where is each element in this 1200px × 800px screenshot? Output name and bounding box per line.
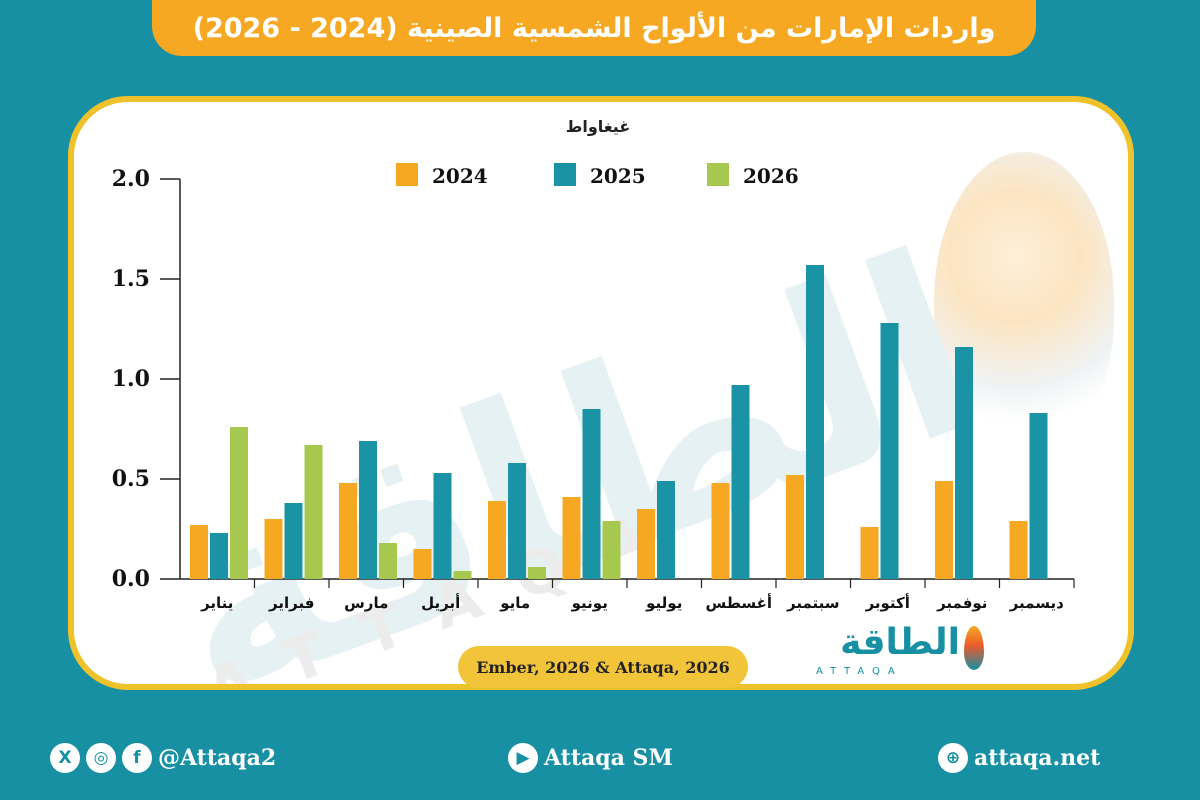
footer-social: X ◎ f @Attaqa2	[50, 738, 276, 778]
bar-2024	[413, 549, 432, 579]
bar-2025	[880, 323, 899, 579]
legend-label-2026: 2026	[743, 164, 799, 188]
bar-2026	[453, 571, 472, 579]
y-tick-label: 1.5	[112, 266, 150, 292]
social-handle[interactable]: @Attaqa2	[158, 745, 277, 771]
legend-swatch-2026	[707, 163, 729, 186]
bar-2026	[304, 445, 323, 579]
bar-2025	[210, 533, 228, 579]
y-tick-label: 2.0	[112, 166, 150, 192]
x-tick-label: مارس	[344, 594, 388, 612]
globe-icon[interactable]: ⊕	[938, 743, 968, 773]
logo-arabic: الطاقة	[840, 622, 960, 663]
x-tick-label: أكتوبر	[865, 593, 910, 612]
chart-title: واردات الإمارات من الألواح الشمسية الصين…	[192, 12, 996, 44]
x-tick-label: يناير	[200, 594, 233, 612]
bar-2024	[488, 501, 506, 579]
x-tick-label: نوفمبر	[936, 594, 987, 612]
bar-2025	[582, 409, 601, 579]
logo-drop-icon	[964, 626, 984, 670]
youtube-channel[interactable]: Attaqa SM	[544, 745, 673, 771]
bar-2024	[637, 509, 655, 579]
x-tick-label: أغسطس	[706, 593, 772, 612]
bar-2025	[508, 463, 526, 579]
x-tick-label: سبتمبر	[786, 594, 840, 612]
y-axis-unit: غيغاواط	[566, 117, 631, 136]
bar-2024	[562, 497, 581, 579]
facebook-icon[interactable]: f	[122, 743, 152, 773]
bar-2024	[264, 519, 283, 579]
bar-2024	[711, 483, 730, 579]
title-banner: واردات الإمارات من الألواح الشمسية الصين…	[152, 0, 1036, 56]
bar-2025	[806, 265, 824, 579]
bar-2024	[935, 481, 953, 579]
x-tick-label: ديسمبر	[1009, 594, 1064, 612]
attaqa-logo: الطاقة ATTAQA	[808, 622, 988, 684]
x-tick-label: مايو	[499, 594, 530, 612]
bar-2025	[955, 347, 973, 579]
legend-swatch-2025	[554, 163, 576, 186]
bar-2026	[602, 521, 621, 579]
bar-2025	[1029, 413, 1048, 579]
footer-youtube: ▶ Attaqa SM	[508, 738, 673, 778]
y-tick-label: 0.0	[112, 566, 150, 592]
bar-2024	[860, 527, 879, 579]
bar-2024	[786, 475, 804, 579]
bar-2026	[528, 567, 546, 579]
instagram-icon[interactable]: ◎	[86, 743, 116, 773]
youtube-icon[interactable]: ▶	[508, 743, 538, 773]
bar-2024	[190, 525, 208, 579]
bar-2025	[657, 481, 675, 579]
bar-2024	[339, 483, 357, 579]
y-tick-label: 1.0	[112, 366, 150, 392]
x-tick-label: فبراير	[268, 594, 314, 612]
bar-2024	[1009, 521, 1028, 579]
legend-swatch-2024	[396, 163, 418, 186]
x-tick-label: يونيو	[571, 594, 608, 612]
legend-label-2024: 2024	[432, 164, 488, 188]
bar-2026	[379, 543, 397, 579]
website-link[interactable]: attaqa.net	[974, 745, 1101, 771]
source-label: Ember, 2026 & Attaqa, 2026	[458, 646, 748, 688]
x-tick-label: أبريل	[421, 593, 460, 612]
bar-2025	[731, 385, 750, 579]
x-tick-label: يوليو	[645, 594, 682, 612]
bar-2025	[433, 473, 452, 579]
legend-label-2025: 2025	[590, 164, 646, 188]
logo-latin: ATTAQA	[816, 666, 903, 677]
x-icon[interactable]: X	[50, 743, 80, 773]
bar-2025	[359, 441, 377, 579]
bar-2025	[284, 503, 303, 579]
bar-2026	[230, 427, 248, 579]
footer-website: ⊕ attaqa.net	[938, 738, 1100, 778]
y-tick-label: 0.5	[112, 466, 150, 492]
